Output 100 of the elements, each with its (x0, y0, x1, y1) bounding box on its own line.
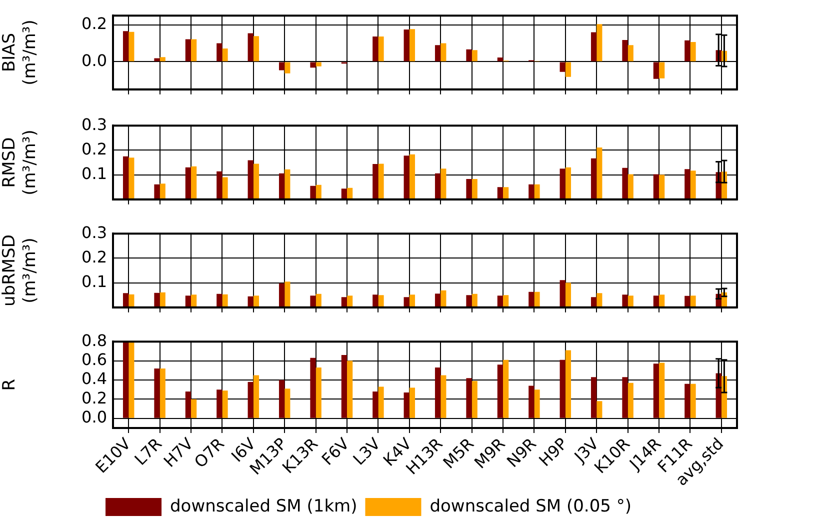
bar (154, 184, 160, 200)
bar (565, 350, 572, 418)
y-tick-label: 0.3 (82, 222, 107, 242)
bar (122, 342, 129, 418)
bar (560, 280, 566, 308)
bar (653, 364, 659, 418)
bar (341, 297, 347, 308)
bar (690, 42, 696, 62)
bar (347, 360, 353, 418)
bar (690, 170, 696, 200)
bar (310, 296, 316, 308)
bar (534, 390, 540, 418)
bar (440, 290, 446, 308)
bar (497, 57, 503, 62)
bar (596, 24, 602, 62)
bar (434, 294, 441, 308)
bar (284, 169, 290, 200)
y-tick-label: 0.1 (82, 164, 107, 183)
bar (565, 282, 572, 308)
bar (684, 169, 690, 200)
y-axis-title: RMSD (m³/m³) (0, 130, 40, 196)
bar (378, 36, 384, 62)
bar (253, 375, 260, 418)
bar (278, 173, 285, 200)
bar (503, 295, 509, 308)
y-tick-label: 0.2 (82, 247, 107, 266)
bar (222, 390, 228, 418)
bar (372, 294, 378, 308)
bar (372, 392, 378, 418)
bar (372, 164, 378, 200)
y-tick-label: 0.2 (82, 139, 107, 158)
bar (434, 45, 441, 62)
bar (216, 171, 222, 200)
bar (628, 174, 634, 200)
y-axis-title: ubRMSD (m³/m³) (0, 234, 40, 306)
bar (222, 48, 228, 62)
bar (622, 377, 628, 418)
bar (560, 62, 566, 72)
bar (690, 296, 696, 308)
bar (472, 380, 478, 418)
bar (160, 292, 166, 308)
bar (248, 33, 254, 62)
bar (185, 296, 191, 308)
bar (596, 401, 602, 418)
bar (497, 296, 503, 308)
bar (378, 164, 384, 200)
bar (653, 62, 659, 79)
y-tick-label: 0.0 (82, 50, 107, 70)
y-tick-label: 0.8 (82, 330, 107, 350)
bar (222, 177, 228, 200)
y-tick-label: 0.2 (82, 14, 107, 33)
bar (278, 380, 285, 418)
bar (278, 62, 285, 70)
bar (590, 158, 597, 200)
bar (378, 386, 384, 418)
bar (160, 184, 166, 200)
bar (622, 40, 628, 62)
bar (404, 29, 410, 62)
y-tick-label: 0.6 (82, 350, 107, 369)
bar (684, 384, 690, 418)
bar (404, 297, 410, 308)
bar (122, 293, 129, 308)
bar (191, 166, 197, 200)
bar (690, 384, 696, 418)
y-tick-label: 0.0 (82, 408, 107, 427)
bar (191, 294, 197, 308)
bar (628, 382, 634, 418)
bar (253, 296, 260, 308)
bar (185, 39, 191, 62)
bar (341, 188, 347, 200)
bar (434, 173, 441, 200)
y-tick-label: 0.3 (82, 114, 107, 134)
bar (216, 390, 222, 418)
bar (590, 377, 597, 418)
bar (216, 294, 222, 308)
bar (316, 294, 322, 308)
bar (659, 294, 665, 308)
bar (154, 58, 160, 62)
bar (434, 368, 441, 418)
bar (122, 31, 129, 62)
bar (128, 158, 134, 200)
bar (472, 50, 478, 62)
bar (472, 178, 478, 200)
bar (466, 49, 472, 62)
bar (216, 43, 222, 62)
bar (596, 147, 602, 200)
bar (310, 62, 316, 68)
bar (653, 174, 659, 200)
bar (653, 296, 659, 308)
bar (534, 292, 540, 308)
bar (503, 360, 509, 418)
bar (440, 375, 446, 418)
y-tick-label: 0.4 (82, 369, 107, 388)
bar (284, 282, 290, 308)
bar (440, 168, 446, 200)
bar (565, 167, 572, 200)
bar (160, 368, 166, 418)
y-axis-title: R (0, 378, 20, 391)
bar (404, 392, 410, 418)
bar (684, 40, 690, 62)
